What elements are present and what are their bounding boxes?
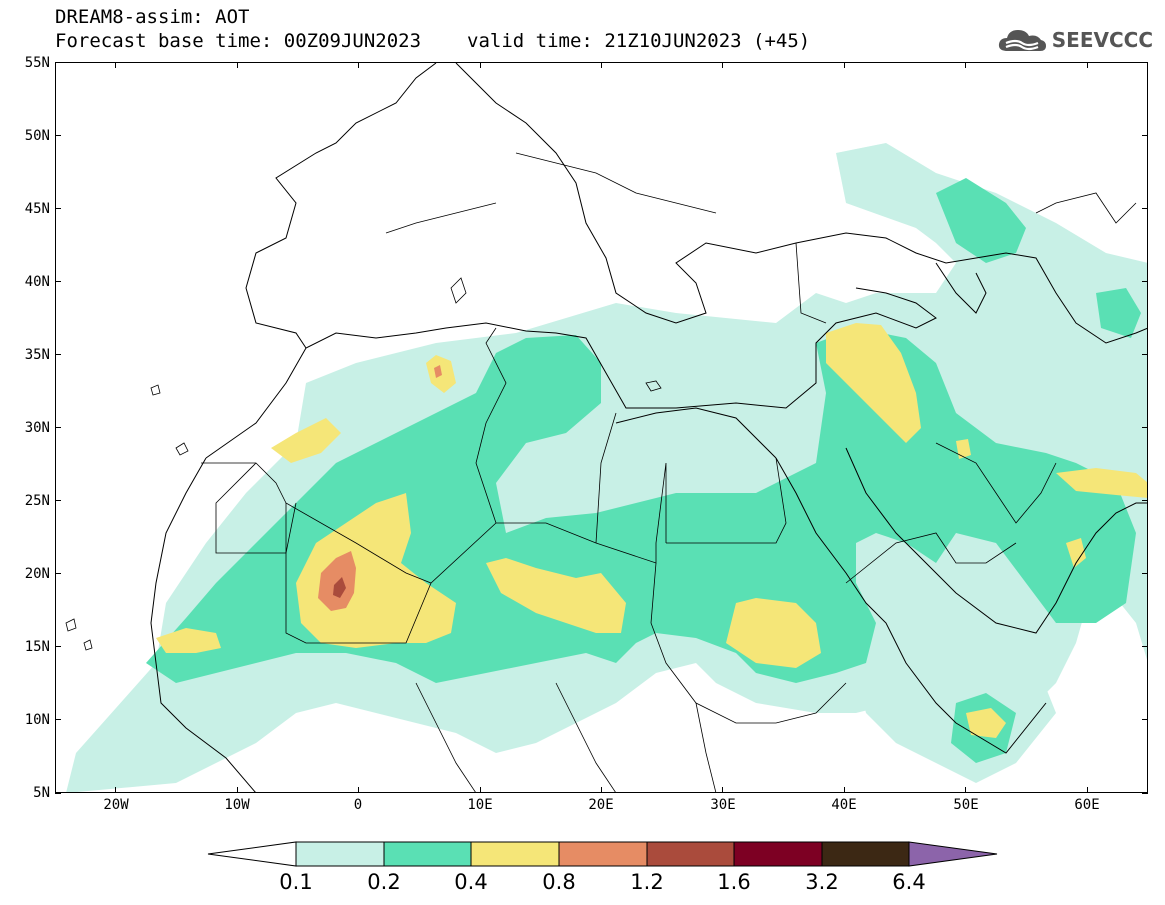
lat-label-5n: 5N (33, 785, 50, 801)
lat-label-50n: 50N (24, 128, 50, 144)
lon-tick (965, 787, 967, 793)
forecast-base-time: Forecast base time: 00Z09JUN2023 (55, 30, 422, 52)
lat-tick (55, 500, 61, 502)
lon-tick (358, 787, 360, 793)
lat-label-10n: 10N (24, 712, 50, 728)
lat-tick (55, 61, 61, 63)
lon-label-20w: 20W (103, 797, 129, 813)
lat-label-55n: 55N (24, 55, 50, 71)
lon-label-10w: 10W (224, 797, 250, 813)
colorbar-label-0.4: 0.4 (454, 870, 488, 894)
lon-tick (965, 62, 967, 68)
colorbar-label-6.4: 6.4 (892, 870, 926, 894)
colorbar-bin-0.4-0.8 (470, 841, 560, 867)
aot-band-0.8-1.2 (318, 365, 442, 611)
lon-label-60e: 60E (1074, 797, 1100, 813)
lon-tick (115, 62, 117, 68)
lon-label-50e: 50E (953, 797, 979, 813)
lon-label-30e: 30E (710, 797, 736, 813)
lat-tick (1142, 427, 1148, 428)
lat-tick (55, 719, 61, 721)
lat-tick (1142, 61, 1148, 63)
lon-label-10e: 10E (467, 797, 493, 813)
colorbar-label-0.8: 0.8 (542, 870, 576, 894)
valid-time: valid time: 21Z10JUN2023 (+45) (467, 30, 811, 52)
lat-label-15n: 15N (24, 639, 50, 655)
seevccc-logo: SEEVCCC (996, 23, 1153, 57)
colorbar-under-arrow (207, 841, 297, 867)
lat-tick (55, 280, 61, 282)
lat-tick (1142, 646, 1148, 648)
lat-tick (1142, 719, 1148, 721)
lon-tick (479, 62, 481, 68)
lat-tick (1142, 353, 1148, 355)
colorbar-label-3.2: 3.2 (805, 870, 839, 894)
colorbar (207, 841, 998, 867)
colorbar-label-1.2: 1.2 (630, 870, 664, 894)
time-info: Forecast base time: 00Z09JUN2023 valid ti… (55, 30, 810, 52)
aot-band-1.2-1.6 (333, 577, 346, 598)
colorbar-label-0.2: 0.2 (367, 870, 401, 894)
colorbar-label-1.6: 1.6 (717, 870, 751, 894)
aot-map (55, 62, 1148, 793)
lat-label-30n: 30N (24, 420, 50, 436)
map-canvas (65, 63, 1147, 792)
lat-tick (1142, 573, 1148, 575)
lon-tick (115, 787, 117, 793)
lon-tick (236, 62, 238, 68)
colorbar-bin-0.2-0.4 (383, 841, 472, 867)
lat-tick (55, 792, 61, 794)
lat-label-35n: 35N (24, 347, 50, 363)
islands (65, 277, 662, 651)
lon-label-40e: 40E (831, 797, 857, 813)
lat-tick (1142, 134, 1148, 136)
colorbar-over-arrow (908, 841, 998, 867)
lon-tick (1086, 62, 1088, 68)
colorbar-bin-0.1-0.2 (295, 841, 385, 867)
lat-label-40n: 40N (24, 274, 50, 290)
lat-label-20n: 20N (24, 566, 50, 582)
lon-tick (358, 62, 360, 68)
lat-tick (55, 134, 61, 136)
cloud-icon (998, 30, 1046, 51)
lon-tick (601, 62, 602, 68)
lon-tick (722, 787, 724, 793)
lon-tick (601, 787, 602, 793)
logo-text: SEEVCCC (1051, 28, 1153, 52)
lat-label-25n: 25N (24, 493, 50, 509)
country-borders (201, 152, 1137, 792)
lon-tick (722, 62, 724, 68)
lat-tick (55, 573, 61, 575)
colorbar-bin-1.6-3.2 (733, 841, 823, 867)
lon-tick (1086, 787, 1088, 793)
lon-tick (843, 62, 845, 68)
lat-tick (55, 646, 61, 648)
lon-label-0: 0 (353, 797, 363, 813)
lon-label-20e: 20E (588, 797, 614, 813)
lon-tick (236, 787, 238, 793)
lat-tick (55, 207, 61, 209)
colorbar-bin-1.2-1.6 (646, 841, 735, 867)
coastlines (150, 63, 1147, 792)
lat-label-45n: 45N (24, 201, 50, 217)
lat-tick (1142, 207, 1148, 209)
lat-tick (1142, 792, 1148, 794)
lat-tick (55, 427, 61, 428)
colorbar-bin-3.2-6.4 (821, 841, 910, 867)
colorbar-bin-0.8-1.2 (558, 841, 648, 867)
lat-tick (1142, 500, 1148, 502)
colorbar-label-0.1: 0.1 (279, 870, 313, 894)
lat-tick (1142, 280, 1148, 282)
lat-tick (55, 353, 61, 355)
lon-tick (843, 787, 845, 793)
lon-tick (479, 787, 481, 793)
product-title: DREAM8-assim: AOT (55, 6, 250, 28)
